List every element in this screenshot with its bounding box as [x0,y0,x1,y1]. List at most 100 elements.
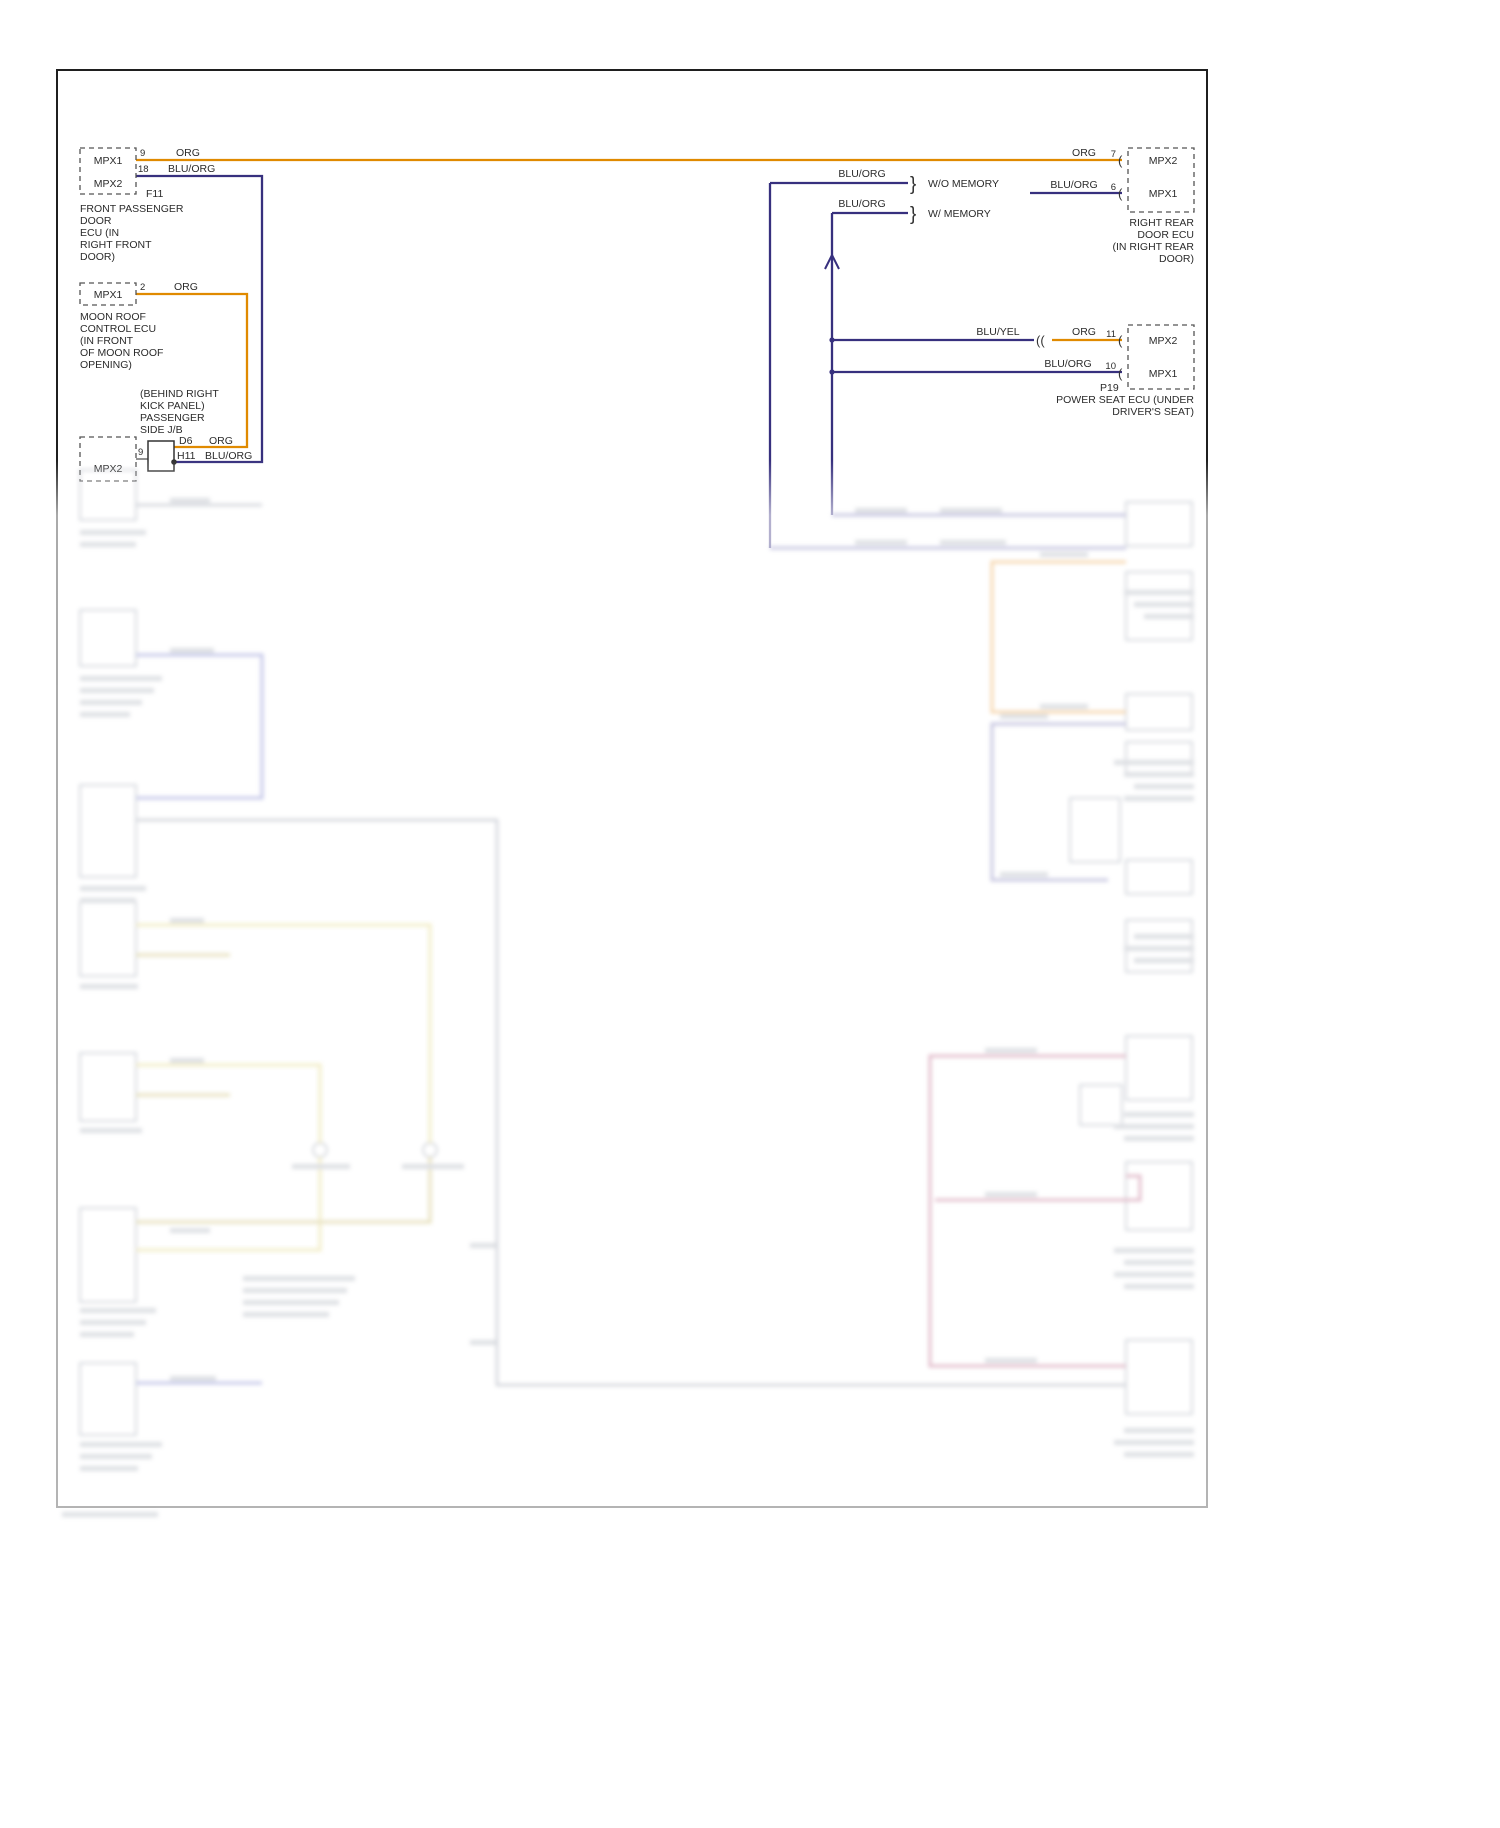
faded-box [79,1052,137,1122]
component-label: POWER SEAT ECU (UNDER [1056,394,1194,406]
faded-wire [136,653,264,800]
faded-text-bar [1114,1124,1194,1129]
connector-box [1127,324,1195,390]
faded-wire [990,722,1126,882]
faded-text-bar [80,984,138,989]
faded-text-bar [1134,934,1194,939]
faded-box [1125,741,1193,777]
pin-number: 7 [1111,149,1116,160]
wire-junction-dot [829,337,835,343]
faded-text-bar [1124,590,1194,595]
faded-box [1125,1161,1193,1231]
faded-text-bar [1124,1112,1194,1117]
faded-box [1125,693,1193,731]
component-label: DOOR) [1159,253,1194,265]
wire-continuation-chevron-icon [824,252,840,270]
faded-box [1125,1339,1193,1415]
pin-number: 9 [138,447,143,458]
faded-wire [136,818,1126,1387]
connector-pin-icon: ( [1118,153,1123,168]
component-label: (IN RIGHT REAR [1113,241,1195,253]
faded-box [1125,501,1193,547]
faded-box [79,1207,137,1303]
connector-box [1127,147,1195,213]
faded-text-bar [80,1332,134,1337]
faded-box [79,609,137,667]
faded-text-bar [80,688,154,693]
faded-text-bar [1124,1428,1194,1433]
faded-text-bar [985,1192,1037,1197]
faded-text-bar [80,542,136,547]
faded-text-bar [62,1512,158,1517]
pin-number: 6 [1111,182,1116,193]
right-rear-door-ecu: ( ( MPX2 MPX1 ORG 7 BLU/ORG 6 RIGHT REAR… [1050,147,1195,265]
pin-number: 11 [1106,329,1116,340]
faded-text-bar [170,918,204,923]
faded-wire [935,1174,1142,1202]
faded-wire [136,1157,432,1224]
connector-pin-icon: ( [1118,366,1123,381]
faded-text-bar [1040,704,1088,709]
faded-text-bar [243,1288,347,1293]
component-label: DOOR) [80,251,115,263]
faded-box [79,784,137,878]
pin-number: 2 [140,282,145,293]
component-label: (IN FRONT [80,335,134,347]
faded-text-bar [1144,614,1194,619]
faded-connector-boxes [79,469,1193,1436]
faded-text-bar [80,898,136,903]
component-label: DOOR [80,215,112,227]
brace-icon: } [910,204,916,225]
faded-text-bar [170,498,210,503]
connector-row-label: MPX1 [1149,368,1178,380]
connector-pin-icon: ( [1118,333,1123,348]
connector-row-label: MPX1 [94,289,123,301]
faded-text-bar [1124,796,1194,801]
jb-cavity-id: D6 [179,435,193,447]
faded-text-bar [80,1128,142,1133]
power-seat-ecu: ( ( MPX2 MPX1 BLU/YEL (( ORG 11 BLU/ORG … [976,324,1195,418]
faded-text-bar [80,1320,146,1325]
pin-number: 9 [140,148,145,159]
wire-color-label: BLU/ORG [838,168,885,180]
pin-number: 10 [1105,361,1116,372]
faded-text-bar [80,700,142,705]
wire-color-label: ORG [1072,147,1096,159]
connector-row-label: MPX2 [94,178,123,190]
faded-text-bar [940,540,1006,545]
faded-text-bar [1124,1284,1194,1289]
faded-text-bar [170,1058,204,1063]
faded-box [1079,1084,1123,1126]
connector-row-label: MPX1 [94,155,123,167]
faded-text-bar [80,886,146,891]
faded-text-bar [470,1340,496,1345]
jb-cavity-id: H11 [177,450,196,462]
faded-text-bar [1124,1260,1194,1265]
option-label: W/O MEMORY [928,178,999,190]
component-label: FRONT PASSENGER [80,203,184,215]
component-label: RIGHT FRONT [80,239,152,251]
faded-text-bar [80,676,162,681]
faded-box [79,901,137,977]
faded-text-bar [170,1228,210,1233]
faded-text-bar [940,508,1002,513]
faded-text-bar [1040,552,1088,557]
connector-row-label: MPX1 [1149,188,1178,200]
wire-junction-dot [829,369,835,375]
brace-icon: } [910,174,916,195]
connector-box [79,147,137,195]
faded-text-bar [1114,760,1194,765]
component-label: DRIVER'S SEAT) [1112,406,1194,418]
faded-wire [928,1054,1126,1368]
component-label: OPENING) [80,359,132,371]
faded-wire [136,923,432,1143]
wire-color-label: BLU/YEL [976,326,1019,338]
faded-text-bar [1114,1440,1194,1445]
faded-box [1069,797,1121,863]
faded-text-bar [243,1312,329,1317]
connector-pin-icon: ( [1118,186,1123,201]
location-label: (BEHIND RIGHT [140,388,219,400]
faded-wires [136,503,1142,1387]
component-label: ECU (IN [80,227,119,239]
